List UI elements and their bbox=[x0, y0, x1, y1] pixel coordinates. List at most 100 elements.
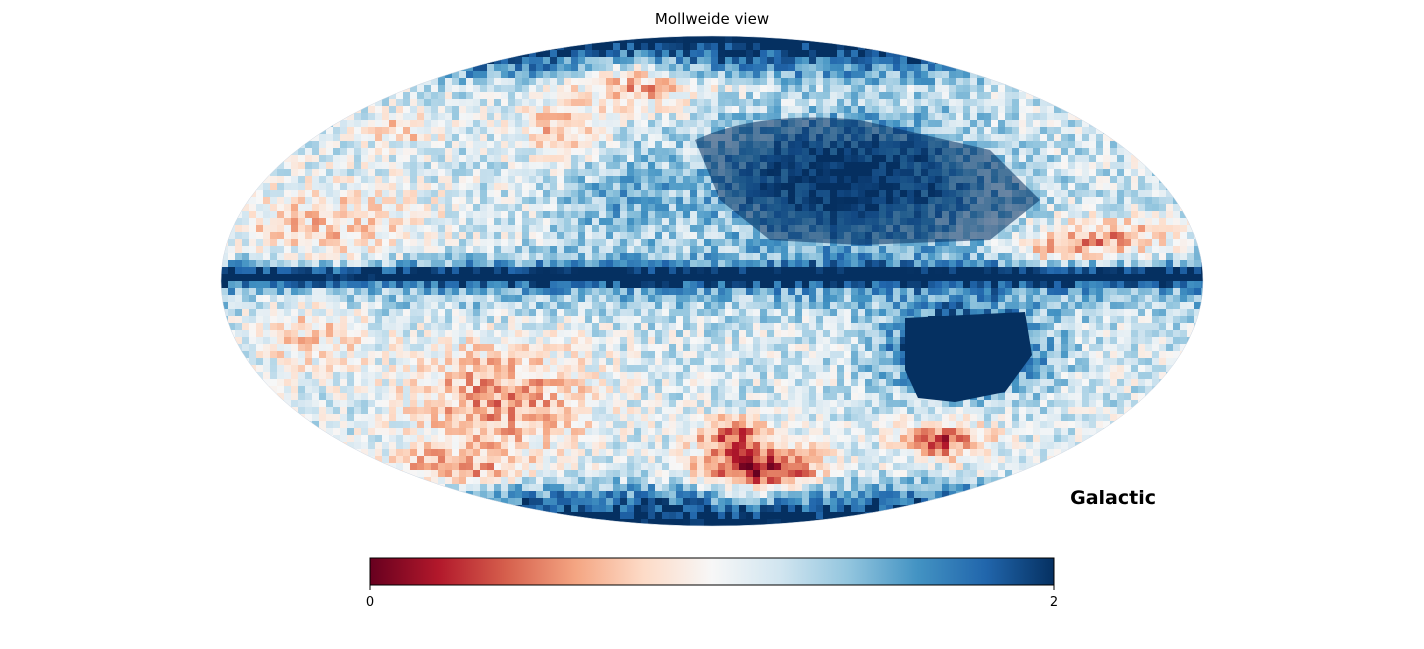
map-pixel bbox=[410, 260, 418, 268]
map-pixel bbox=[284, 260, 292, 268]
map-pixel bbox=[760, 323, 768, 331]
map-pixel bbox=[879, 50, 887, 58]
map-pixel bbox=[501, 281, 509, 289]
map-pixel bbox=[501, 85, 509, 93]
map-pixel bbox=[872, 260, 880, 268]
map-pixel bbox=[592, 176, 600, 184]
map-pixel bbox=[1005, 141, 1013, 149]
map-pixel bbox=[1089, 288, 1097, 296]
map-pixel bbox=[347, 316, 355, 324]
map-pixel bbox=[1131, 148, 1139, 156]
map-pixel bbox=[774, 50, 782, 58]
map-pixel bbox=[1082, 113, 1090, 121]
map-pixel bbox=[935, 253, 943, 261]
map-pixel bbox=[613, 281, 621, 289]
map-pixel bbox=[970, 141, 978, 149]
map-pixel bbox=[872, 50, 880, 58]
map-pixel bbox=[1054, 295, 1062, 303]
map-pixel bbox=[403, 169, 411, 177]
map-pixel bbox=[368, 281, 376, 289]
map-pixel bbox=[970, 71, 978, 79]
map-pixel bbox=[361, 330, 369, 338]
map-pixel bbox=[564, 78, 572, 86]
map-pixel bbox=[669, 141, 677, 149]
map-pixel bbox=[1124, 155, 1132, 163]
map-pixel bbox=[494, 64, 502, 72]
map-pixel bbox=[690, 43, 698, 51]
map-pixel bbox=[711, 85, 719, 93]
map-pixel bbox=[494, 92, 502, 100]
map-pixel bbox=[837, 281, 845, 289]
map-pixel bbox=[410, 113, 418, 121]
map-pixel bbox=[1096, 302, 1104, 310]
map-pixel bbox=[424, 141, 432, 149]
map-pixel bbox=[438, 316, 446, 324]
map-pixel bbox=[634, 225, 642, 233]
map-pixel bbox=[1096, 155, 1104, 163]
map-pixel bbox=[1201, 267, 1203, 275]
map-pixel bbox=[634, 50, 642, 58]
map-pixel bbox=[1047, 120, 1055, 128]
map-pixel bbox=[557, 197, 565, 205]
map-pixel bbox=[557, 64, 565, 72]
map-pixel bbox=[340, 232, 348, 240]
map-pixel bbox=[711, 225, 719, 233]
map-pixel bbox=[683, 99, 691, 107]
map-pixel bbox=[1089, 162, 1097, 170]
map-pixel bbox=[543, 64, 551, 72]
map-pixel bbox=[641, 141, 649, 149]
map-pixel bbox=[606, 274, 614, 282]
map-pixel bbox=[1068, 239, 1076, 247]
map-pixel bbox=[270, 295, 278, 303]
map-pixel bbox=[977, 295, 985, 303]
map-pixel bbox=[508, 302, 516, 310]
map-pixel bbox=[788, 36, 796, 44]
map-pixel bbox=[879, 316, 887, 324]
map-pixel bbox=[977, 309, 985, 317]
map-pixel bbox=[291, 218, 299, 226]
map-pixel bbox=[914, 295, 922, 303]
map-pixel bbox=[1012, 232, 1020, 240]
map-pixel bbox=[354, 148, 362, 156]
map-pixel bbox=[424, 246, 432, 254]
map-pixel bbox=[263, 253, 271, 261]
map-pixel bbox=[935, 99, 943, 107]
map-pixel bbox=[907, 71, 915, 79]
map-pixel bbox=[340, 113, 348, 121]
map-pixel bbox=[907, 99, 915, 107]
map-pixel bbox=[494, 190, 502, 198]
map-pixel bbox=[977, 253, 985, 261]
map-pixel bbox=[886, 274, 894, 282]
map-pixel bbox=[487, 127, 495, 135]
map-pixel bbox=[1124, 197, 1132, 205]
map-pixel bbox=[613, 302, 621, 310]
map-pixel bbox=[921, 120, 929, 128]
map-pixel bbox=[599, 204, 607, 212]
map-pixel bbox=[781, 239, 789, 247]
map-pixel bbox=[249, 218, 257, 226]
map-pixel bbox=[228, 232, 236, 240]
map-pixel bbox=[403, 316, 411, 324]
map-pixel bbox=[648, 162, 656, 170]
map-pixel bbox=[914, 274, 922, 282]
map-pixel bbox=[228, 246, 236, 254]
map-pixel bbox=[333, 260, 341, 268]
map-pixel bbox=[1033, 183, 1041, 191]
map-pixel bbox=[970, 127, 978, 135]
map-pixel bbox=[620, 288, 628, 296]
map-pixel bbox=[837, 50, 845, 58]
map-pixel bbox=[256, 323, 264, 331]
map-pixel bbox=[732, 211, 740, 219]
map-pixel bbox=[592, 316, 600, 324]
map-pixel bbox=[431, 127, 439, 135]
map-pixel bbox=[312, 162, 320, 170]
map-pixel bbox=[662, 120, 670, 128]
map-pixel bbox=[340, 162, 348, 170]
map-pixel bbox=[683, 197, 691, 205]
map-pixel bbox=[473, 246, 481, 254]
map-pixel bbox=[312, 260, 320, 268]
map-pixel bbox=[522, 267, 530, 275]
map-pixel bbox=[340, 155, 348, 163]
map-pixel bbox=[1033, 323, 1041, 331]
map-pixel bbox=[1201, 302, 1203, 310]
